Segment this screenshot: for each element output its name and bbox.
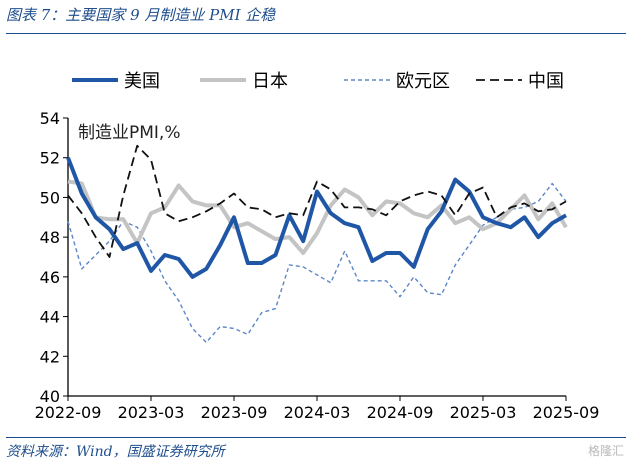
y-tick-label: 48 — [40, 228, 60, 247]
x-tick-label: 2024-09 — [367, 403, 434, 422]
x-tick-label: 2025-03 — [450, 403, 517, 422]
series-line-3 — [67, 182, 567, 344]
legend-label-4: 中国 — [528, 71, 564, 92]
source-note: 资料来源：Wind，国盛证券研究所 — [6, 444, 225, 460]
legend-label-2: 日本 — [252, 71, 288, 92]
y-axis-label: 制造业PMI,% — [78, 123, 181, 143]
x-tick-label: 2024-03 — [284, 403, 351, 422]
y-tick-label: 40 — [40, 387, 60, 406]
y-tick-label: 52 — [40, 149, 60, 168]
plot-area: 40 42 44 46 48 50 52 54 2022-09 2023-03 2023-09 202… — [35, 109, 600, 422]
legend-label-1: 美国 — [124, 71, 160, 92]
y-tick-label: 42 — [40, 347, 60, 366]
series-line-1 — [66, 156, 567, 279]
watermark: 格隆汇 — [587, 444, 624, 458]
x-tick-label: 2025-09 — [533, 403, 600, 422]
x-tick-label: 2022-09 — [35, 403, 102, 422]
series-line-2 — [67, 179, 568, 255]
source-rule — [6, 437, 626, 438]
y-tick-label: 54 — [40, 109, 60, 128]
y-tick-label: 50 — [40, 188, 60, 207]
chart-legend: 美国 日本 欧元区 中国 — [72, 71, 564, 92]
legend-label-3: 欧元区 — [396, 71, 450, 92]
y-tick-label: 44 — [40, 308, 60, 327]
x-tick-label: 2023-09 — [201, 403, 268, 422]
y-tick-label: 46 — [40, 268, 60, 287]
x-tick-label: 2023-03 — [118, 403, 185, 422]
figure-title: 图表 7：主要国家 9 月制造业 PMI 企稳 — [6, 6, 276, 24]
title-rule — [6, 33, 626, 34]
series-line-4 — [67, 144, 567, 258]
